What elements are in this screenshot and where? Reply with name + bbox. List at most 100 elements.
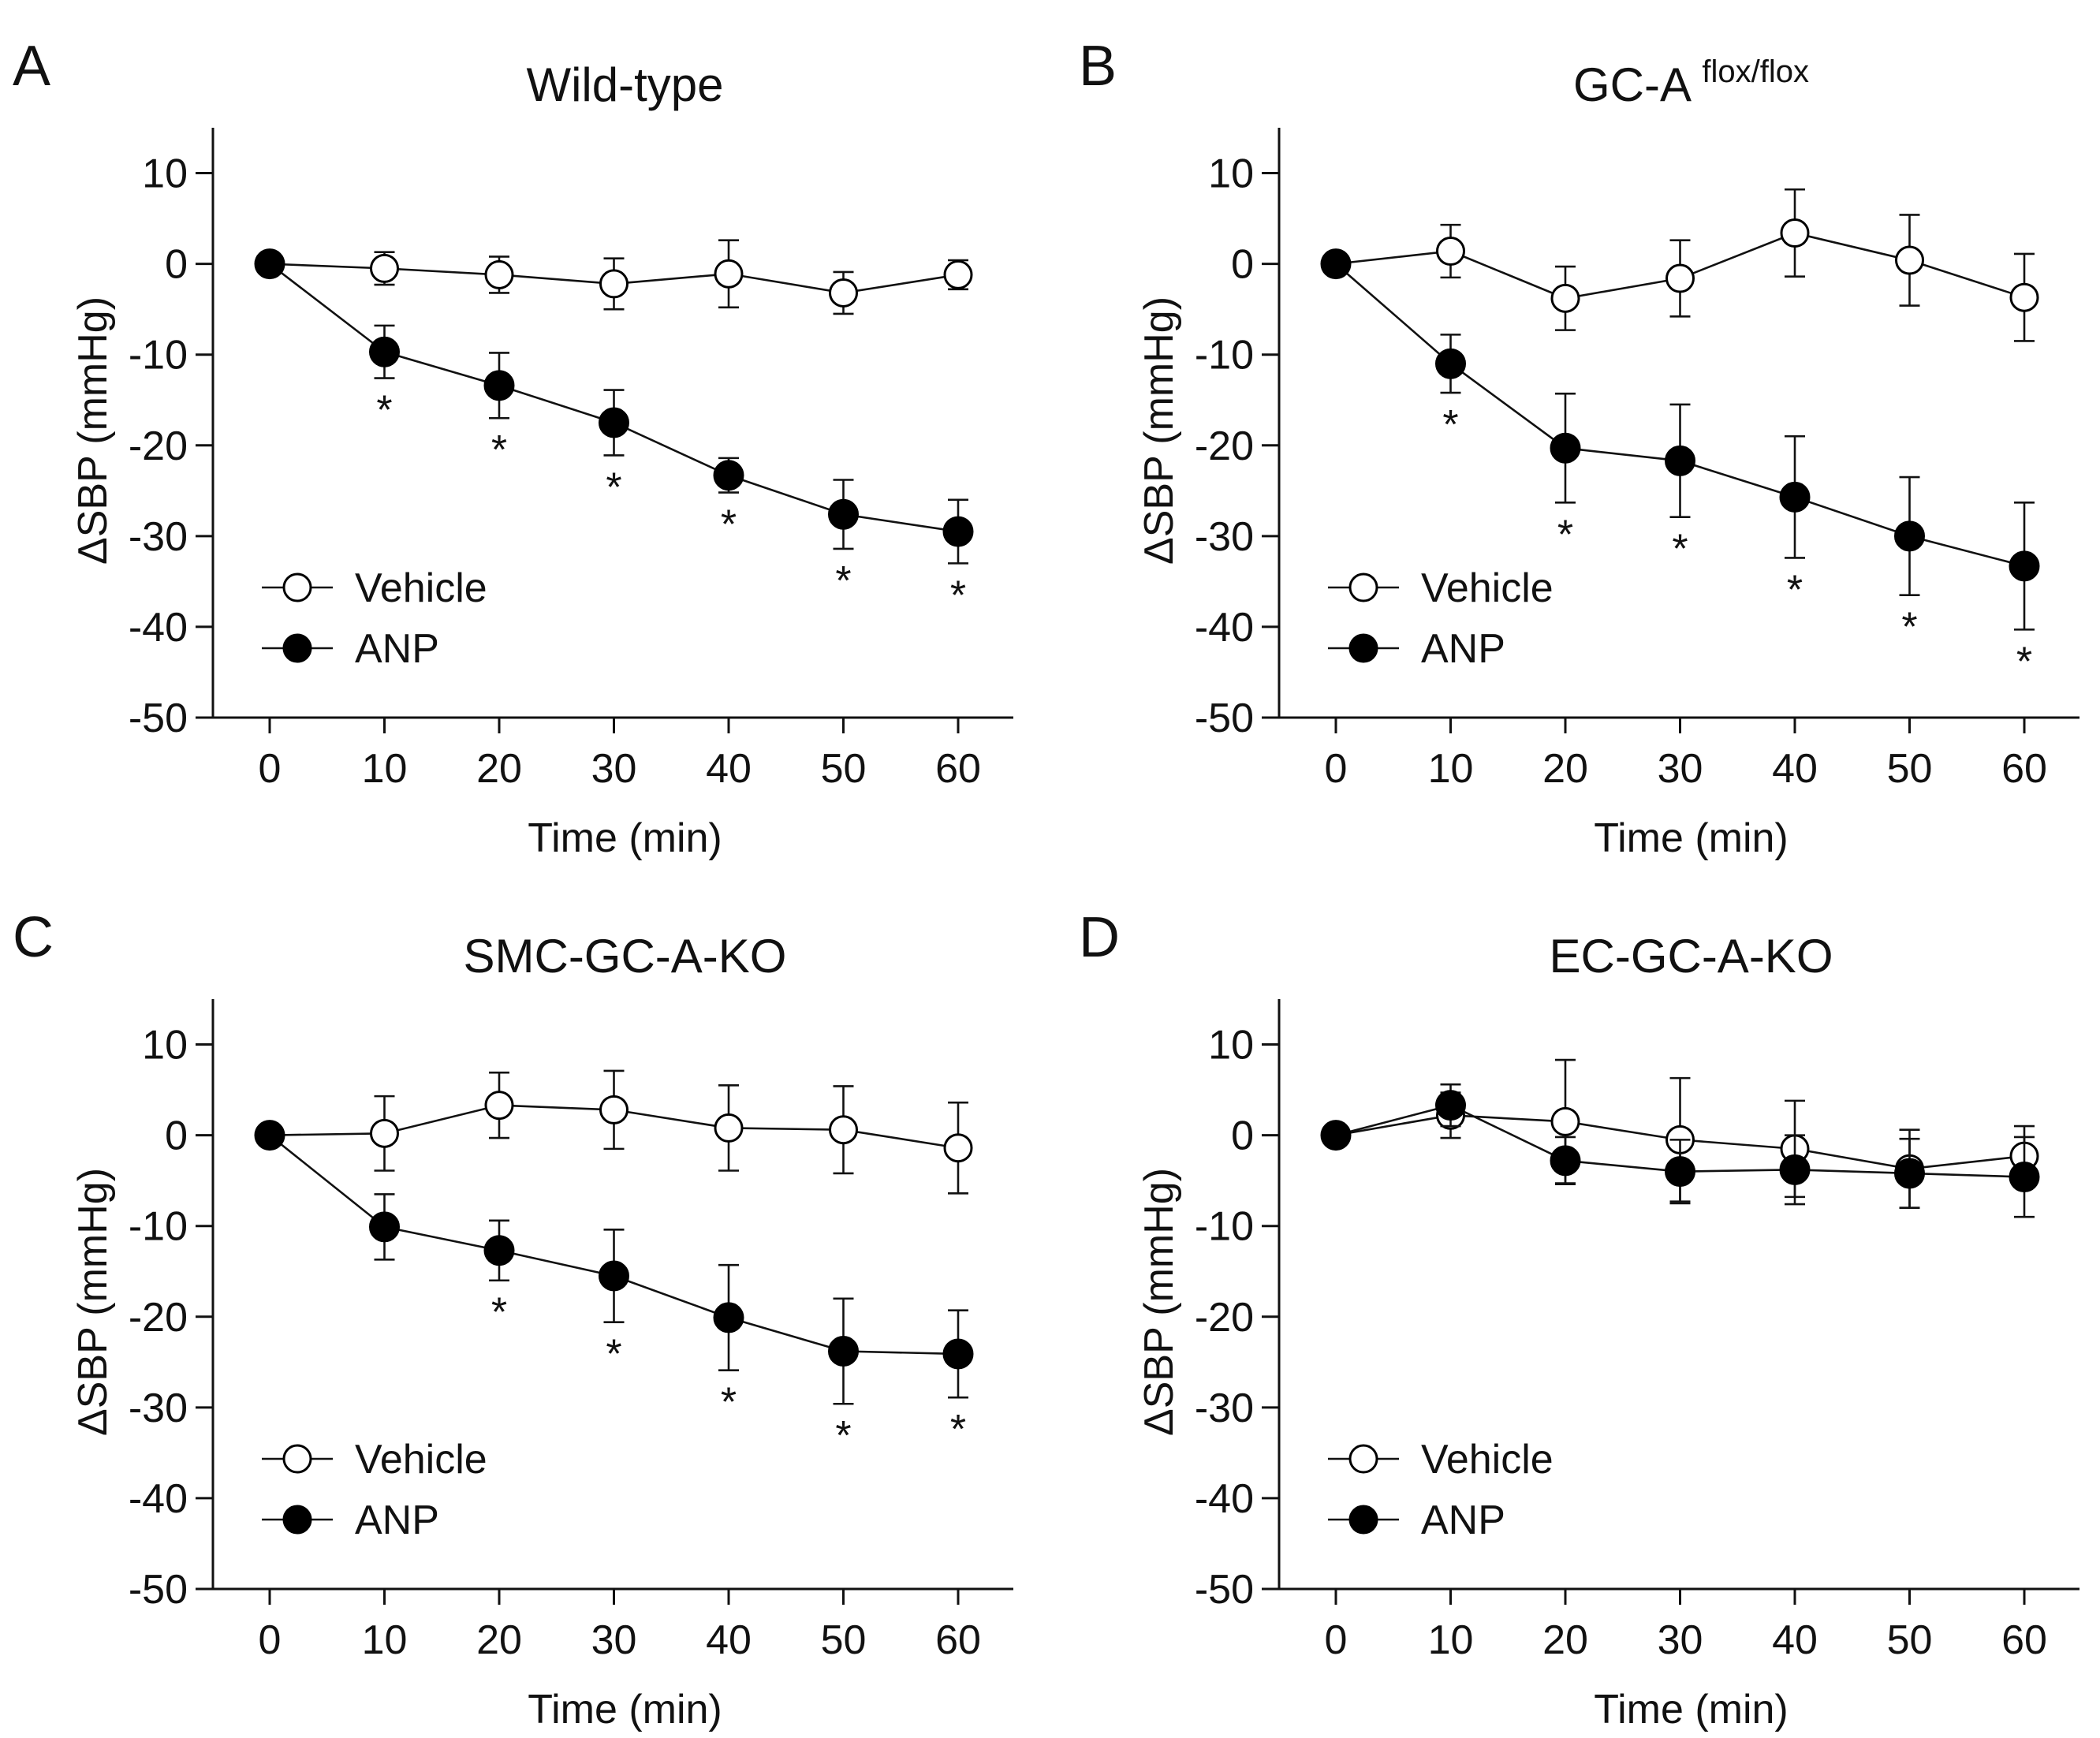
x-tick-label: 0	[259, 746, 282, 792]
legend-open-marker	[1348, 572, 1378, 602]
y-tick-label: -20	[129, 1295, 188, 1341]
y-tick-label: -50	[129, 696, 188, 741]
y-tick-label: -20	[129, 423, 188, 469]
anp-point	[1779, 1154, 1811, 1185]
x-tick-label: 50	[1887, 746, 1933, 792]
anp-point	[1435, 348, 1466, 379]
y-tick-label: -40	[129, 1476, 188, 1522]
x-tick-label: 10	[362, 746, 408, 792]
x-tick-label: 40	[1772, 746, 1818, 792]
vehicle-point	[714, 1113, 744, 1143]
vehicle-point	[1550, 1106, 1580, 1136]
legend-open-marker	[282, 572, 312, 602]
significance-star: *	[950, 572, 966, 618]
series-vehicle	[255, 239, 973, 315]
y-tick-label: -50	[1195, 696, 1254, 741]
panel-title: GC-A flox/flox	[1573, 54, 1809, 111]
significance-star: *	[1557, 512, 1573, 558]
panel-title-main: EC-GC-A-KO	[1550, 930, 1833, 983]
y-tick-label: -10	[1195, 333, 1254, 379]
y-tick-label: 10	[1208, 151, 1254, 197]
anp-point	[483, 370, 515, 401]
vehicle-point	[599, 269, 629, 299]
anp-point	[369, 1211, 400, 1243]
x-tick-label: 40	[706, 746, 752, 792]
panel-title-main: Wild-type	[526, 58, 723, 111]
x-tick-label: 30	[1658, 1617, 1703, 1663]
y-tick-label: 10	[1208, 1023, 1254, 1069]
y-axis-label: ΔSBP (mmHg)	[1136, 297, 1182, 565]
legend-item-vehicle: Vehicle	[1328, 565, 1554, 611]
panel-a: A Wild-type 10 0 -10 -20 -30 -40 -50 0 10 20 30 40 50 6…	[13, 35, 1013, 861]
vehicle-point	[943, 259, 973, 289]
y-tick-label: -20	[1195, 1295, 1254, 1341]
y-tick-label: 10	[142, 151, 188, 197]
anp-point	[713, 1302, 744, 1333]
panel-letter: B	[1079, 35, 1117, 98]
series-vehicle	[1321, 188, 2039, 342]
series-anp	[254, 1120, 974, 1405]
vehicle-point	[1780, 218, 1810, 248]
x-tick-label: 60	[935, 746, 981, 792]
significance-star: *	[606, 1332, 621, 1378]
anp-point	[1320, 1120, 1352, 1151]
vehicle-point	[943, 1133, 973, 1163]
x-tick-label: 60	[2001, 1617, 2047, 1663]
x-tick-label: 10	[1428, 746, 1474, 792]
vehicle-point	[1550, 283, 1580, 313]
anp-point	[1894, 1158, 1925, 1189]
vehicle-point	[370, 1118, 399, 1148]
series-anp	[1320, 248, 2040, 631]
y-tick-label: -30	[1195, 514, 1254, 560]
x-tick-label: 20	[1542, 746, 1588, 792]
anp-point	[599, 407, 629, 438]
x-tick-label: 10	[362, 1617, 408, 1663]
panel-c: C SMC-GC-A-KO 10 0 -10 -20 -30 -40 -50 0 10 20 30 40 5…	[13, 906, 1013, 1732]
legend-filled-marker	[1348, 1505, 1378, 1535]
significance-star: *	[1901, 605, 1917, 651]
anp-point	[1665, 1156, 1695, 1188]
x-axis-label: Time (min)	[528, 1687, 722, 1732]
x-tick-label: 0	[1325, 1617, 1348, 1663]
anp-point	[942, 516, 974, 547]
legend-item-anp: ANP	[1328, 1497, 1505, 1543]
legend-filled-marker	[282, 633, 312, 663]
panel-d: D EC-GC-A-KO 10 0 -10 -20 -30 -40 -50 0 10 20 30 40 50…	[1079, 906, 2079, 1732]
anp-point	[2009, 1162, 2040, 1193]
x-tick-label: 50	[821, 746, 867, 792]
y-tick-label: 0	[1231, 242, 1254, 288]
x-tick-label: 40	[706, 1617, 752, 1663]
y-tick-label: -40	[1195, 1476, 1254, 1522]
y-tick-label: -10	[1195, 1204, 1254, 1250]
vehicle-point	[1665, 263, 1695, 293]
panel-b: B GC-A flox/flox 10 0 -10 -20 -30 -40 -50 0 10 20 30…	[1079, 35, 2079, 861]
y-tick-label: -10	[129, 333, 188, 379]
anp-point	[1894, 520, 1925, 552]
legend-label: Vehicle	[1421, 565, 1554, 611]
legend-item-vehicle: Vehicle	[262, 1437, 487, 1483]
significance-star: *	[950, 1407, 966, 1453]
vehicle-point	[714, 259, 744, 289]
panel-title-superscript: flox/flox	[1702, 54, 1809, 89]
y-tick-label: -40	[129, 605, 188, 651]
x-tick-label: 20	[1542, 1617, 1588, 1663]
y-tick-label: -10	[129, 1204, 188, 1250]
legend-item-vehicle: Vehicle	[1328, 1437, 1554, 1483]
y-axis-label: ΔSBP (mmHg)	[70, 1168, 116, 1436]
y-tick-label: -50	[1195, 1567, 1254, 1613]
x-tick-label: 30	[591, 746, 637, 792]
anp-point	[483, 1235, 515, 1266]
y-tick-label: -30	[1195, 1386, 1254, 1431]
legend-item-anp: ANP	[262, 1497, 439, 1543]
anp-point	[599, 1260, 629, 1292]
panel-title: EC-GC-A-KO	[1550, 930, 1833, 983]
anp-point	[1665, 445, 1695, 476]
anp-point	[1435, 1090, 1466, 1121]
x-tick-label: 20	[476, 1617, 522, 1663]
y-tick-label: -20	[1195, 423, 1254, 469]
x-tick-label: 50	[1887, 1617, 1933, 1663]
significance-star: *	[1442, 402, 1458, 448]
anp-point	[828, 1335, 859, 1367]
vehicle-point	[1895, 245, 1924, 275]
vehicle-point	[484, 259, 514, 289]
